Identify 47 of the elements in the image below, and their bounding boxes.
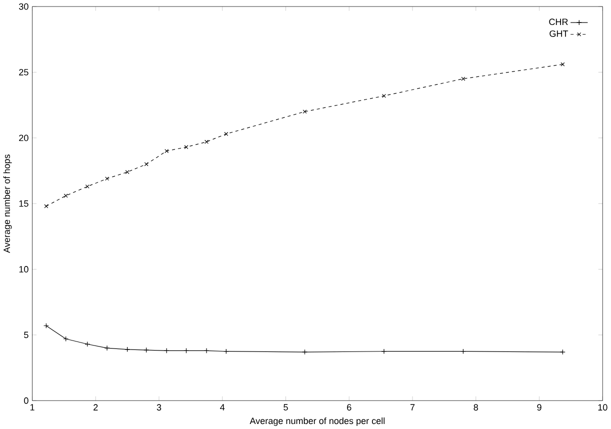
y-tick-label: 10 xyxy=(19,266,28,272)
point xyxy=(64,194,68,198)
x-axis-title: Average number of nodes per cell xyxy=(250,417,385,426)
x-tick-label: 4 xyxy=(220,404,225,410)
point xyxy=(84,341,90,347)
point xyxy=(144,162,148,166)
x-tick-label: 1 xyxy=(30,404,34,410)
point xyxy=(184,144,188,149)
point xyxy=(63,336,69,342)
legend-label: CHR xyxy=(549,18,568,25)
x-tick-label: 2 xyxy=(94,404,98,410)
point xyxy=(125,170,130,174)
x-tick-label: 7 xyxy=(410,404,415,410)
point xyxy=(204,348,210,354)
y-axis-title: Average number of hops xyxy=(3,154,12,253)
y-tick-label: 20 xyxy=(19,134,28,141)
point xyxy=(224,132,228,136)
point xyxy=(144,347,150,353)
point xyxy=(105,176,110,181)
point xyxy=(560,62,565,66)
x-tick-label: 9 xyxy=(537,404,542,410)
point xyxy=(302,110,307,114)
x-tick-label: 8 xyxy=(474,404,478,410)
point xyxy=(204,140,209,144)
point xyxy=(85,184,90,188)
legend-label: GHT xyxy=(550,30,568,37)
x-tick-label: 3 xyxy=(156,404,162,410)
point xyxy=(461,76,466,81)
x-tick-label: 5 xyxy=(284,404,288,410)
point xyxy=(44,204,48,208)
y-tick-label: 25 xyxy=(19,68,28,76)
point xyxy=(460,348,466,354)
point xyxy=(184,348,189,354)
point xyxy=(382,94,386,98)
point xyxy=(302,349,308,355)
point xyxy=(381,348,387,354)
x-tick-label: 10 xyxy=(598,404,608,410)
point xyxy=(124,346,130,352)
y-tick-label: 5 xyxy=(24,332,28,338)
point xyxy=(164,148,169,153)
y-tick-label: 0 xyxy=(24,397,28,404)
point xyxy=(223,348,229,354)
y-tick-label: 15 xyxy=(19,200,28,207)
point xyxy=(104,345,110,351)
x-tick-label: 6 xyxy=(347,404,352,410)
y-tick-label: 30 xyxy=(19,3,28,10)
point xyxy=(164,348,170,354)
